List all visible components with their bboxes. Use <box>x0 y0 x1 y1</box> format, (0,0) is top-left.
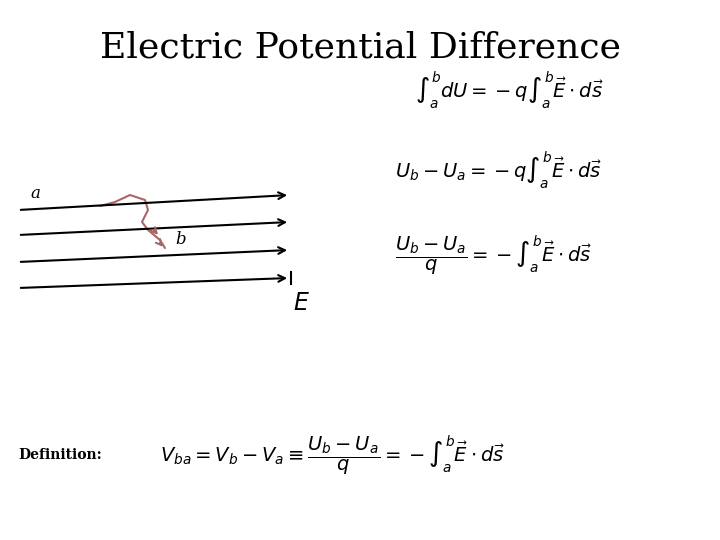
Text: a: a <box>30 185 40 202</box>
Text: Definition:: Definition: <box>18 448 102 462</box>
Text: Electric Potential Difference: Electric Potential Difference <box>99 30 621 64</box>
Text: $V_{ba} = V_b - V_a \equiv \dfrac{U_b - U_a}{q} = -\int_{a}^{b} \vec{E} \cdot d\: $V_{ba} = V_b - V_a \equiv \dfrac{U_b - … <box>160 433 505 477</box>
Text: b: b <box>175 231 186 248</box>
Text: $\dfrac{U_b - U_a}{q} = -\int_{a}^{b} \vec{E} \cdot d\vec{s}$: $\dfrac{U_b - U_a}{q} = -\int_{a}^{b} \v… <box>395 233 592 277</box>
Text: $U_b - U_a = -q\int_{a}^{b} \vec{E} \cdot d\vec{s}$: $U_b - U_a = -q\int_{a}^{b} \vec{E} \cdo… <box>395 149 602 191</box>
Text: $\int_{a}^{b} dU = -q\int_{a}^{b} \vec{E} \cdot d\vec{s}$: $\int_{a}^{b} dU = -q\int_{a}^{b} \vec{E… <box>415 69 603 111</box>
Text: $E$: $E$ <box>293 292 310 315</box>
